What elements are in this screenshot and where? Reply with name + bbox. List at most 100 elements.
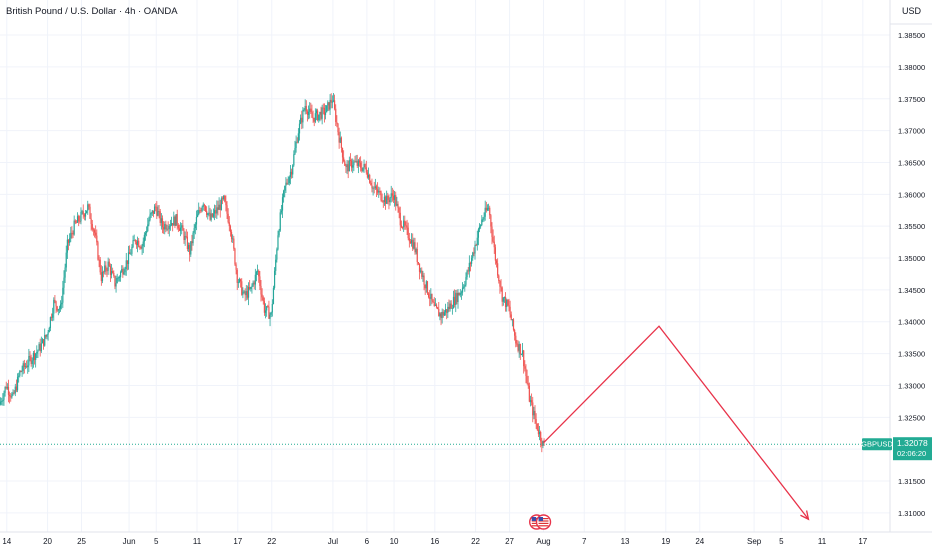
candle-body — [28, 356, 30, 366]
candle-body — [129, 252, 131, 255]
candle-body — [27, 365, 29, 368]
candle-body — [398, 207, 400, 213]
candle-body — [486, 208, 489, 211]
candle-body — [93, 230, 96, 233]
candle-body — [131, 246, 133, 254]
y-tick-label: 1.34500 — [898, 286, 925, 295]
candle-body — [294, 148, 296, 155]
candle-body — [260, 285, 262, 295]
candle-body — [127, 252, 130, 264]
candle-body — [361, 167, 363, 171]
candle-body — [473, 252, 475, 254]
candle-body — [541, 441, 543, 446]
candle-body — [208, 212, 210, 214]
candle-body — [59, 304, 62, 309]
candle-body — [362, 167, 364, 171]
candle-body — [355, 160, 357, 162]
candle-body — [412, 239, 414, 249]
candle-body — [215, 210, 217, 214]
candle-body — [478, 226, 481, 230]
candle-body — [146, 231, 148, 233]
candle-body — [288, 176, 290, 183]
candle-body — [444, 309, 447, 313]
candle-body — [397, 203, 399, 208]
candle-body — [247, 287, 250, 298]
candle-body — [245, 291, 247, 296]
candle-body — [267, 306, 269, 307]
candle-body — [196, 214, 199, 217]
candle-body — [185, 235, 187, 237]
candle-body — [330, 99, 332, 103]
candle-body — [458, 292, 460, 296]
candle-body — [323, 107, 326, 115]
candle-body — [156, 207, 158, 216]
candle-body — [380, 191, 382, 201]
candle-body — [396, 203, 398, 206]
economic-events[interactable] — [529, 514, 552, 530]
candle-body — [122, 268, 124, 275]
candle-body — [366, 172, 369, 178]
candle-body — [147, 224, 149, 232]
projection-drawing[interactable] — [543, 325, 810, 521]
candle-body — [193, 228, 195, 233]
candle-body — [344, 161, 346, 166]
candle-body — [11, 394, 13, 398]
candle-body — [446, 309, 448, 313]
candle-body — [320, 111, 322, 119]
candle-body — [48, 328, 50, 333]
candle-body — [223, 195, 225, 200]
candle-body — [26, 366, 28, 368]
candle-body — [471, 258, 473, 264]
candle-body — [238, 279, 241, 282]
candle-body — [211, 213, 213, 217]
candle-body — [61, 302, 63, 305]
candle-body — [387, 195, 389, 200]
candle-body — [489, 207, 491, 216]
candle-body — [228, 222, 230, 227]
candle-body — [475, 245, 477, 246]
candle-body — [242, 292, 244, 295]
candle-body — [3, 392, 5, 400]
us-flag-icon[interactable] — [535, 514, 552, 530]
candle-body — [410, 239, 413, 244]
candle-body — [254, 274, 256, 285]
candle-body — [158, 211, 160, 212]
candle-body — [168, 225, 170, 230]
candle-body — [123, 272, 125, 275]
candle-body — [346, 164, 348, 167]
candle-body — [150, 212, 152, 215]
y-tick-label: 1.34000 — [898, 318, 925, 327]
candle-body — [468, 262, 470, 272]
symbol-title: British Pound / U.S. Dollar · 4h · OANDA — [6, 6, 178, 17]
x-tick-label: 16 — [430, 537, 439, 546]
time-axis[interactable]: 14 20 25 Jun 5 11 17 22 Jul 6 10 16 22 27 Aug 7 13 19 24 Se… — [0, 531, 932, 550]
candle-body — [249, 287, 251, 289]
candle-body — [364, 164, 366, 168]
candle-body — [209, 212, 211, 220]
candle-body — [177, 225, 179, 229]
candle-body — [159, 211, 161, 223]
candle-body — [115, 283, 117, 287]
candle-body — [405, 225, 407, 227]
candle-body — [369, 174, 371, 183]
candle-body — [126, 260, 128, 264]
candle-body — [98, 259, 100, 261]
candle-body — [1, 401, 3, 402]
candle-body — [370, 182, 372, 186]
candle-body — [340, 137, 342, 148]
candle-body — [354, 161, 356, 163]
candle-body — [477, 229, 480, 238]
candle-body — [227, 213, 229, 223]
candle-body — [457, 292, 459, 302]
currency-label[interactable]: USD — [902, 6, 922, 16]
candle-body — [418, 263, 421, 272]
candle-body — [326, 105, 328, 113]
candle-body — [356, 160, 358, 166]
candle-body — [450, 303, 452, 309]
candle-body — [138, 240, 140, 247]
candle-body — [324, 112, 327, 115]
candle-body — [54, 299, 56, 302]
candle-body — [415, 249, 417, 253]
